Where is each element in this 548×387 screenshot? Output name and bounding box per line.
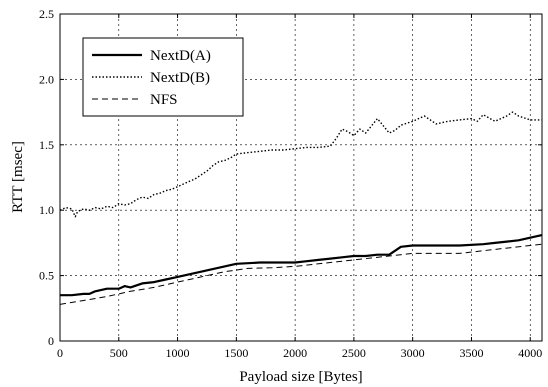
y-axis-title: RTT [msec] bbox=[10, 141, 26, 213]
legend-label: NextD(B) bbox=[150, 70, 210, 86]
x-tick-label: 2500 bbox=[342, 346, 366, 360]
axis-ticks: 0 500 1000 1500 2000 2500 3000 3500 4000 0 0.5 1.0 1… bbox=[39, 7, 542, 360]
x-tick-label: 500 bbox=[110, 346, 128, 360]
x-tick-label: 4000 bbox=[518, 346, 542, 360]
y-tick-label: 2.5 bbox=[39, 7, 54, 21]
series-lines bbox=[59, 111, 543, 305]
x-tick-label: 1500 bbox=[224, 346, 248, 360]
x-tick-label: 0 bbox=[57, 346, 63, 360]
series-line-nextd-b bbox=[59, 111, 542, 218]
y-tick-label: 2.0 bbox=[39, 72, 54, 86]
y-tick-label: 0.5 bbox=[39, 269, 54, 283]
series-line-nextd-a bbox=[60, 234, 543, 297]
x-tick-label: 2000 bbox=[283, 346, 307, 360]
series-line-nfs bbox=[59, 243, 543, 305]
x-tick-label: 3500 bbox=[459, 346, 483, 360]
x-tick-label: 1000 bbox=[166, 346, 190, 360]
legend-label: NextD(A) bbox=[150, 48, 211, 64]
y-tick-label: 1.5 bbox=[39, 138, 54, 152]
plot-frame bbox=[59, 13, 543, 342]
legend: NextD(A) NextD(B) NFS bbox=[82, 37, 244, 117]
x-axis-title: Payload size [Bytes] bbox=[239, 369, 362, 385]
y-tick-label: 0 bbox=[48, 334, 54, 348]
legend-label: NFS bbox=[150, 92, 178, 108]
y-tick-label: 1.0 bbox=[39, 203, 54, 217]
x-tick-label: 3000 bbox=[401, 346, 425, 360]
